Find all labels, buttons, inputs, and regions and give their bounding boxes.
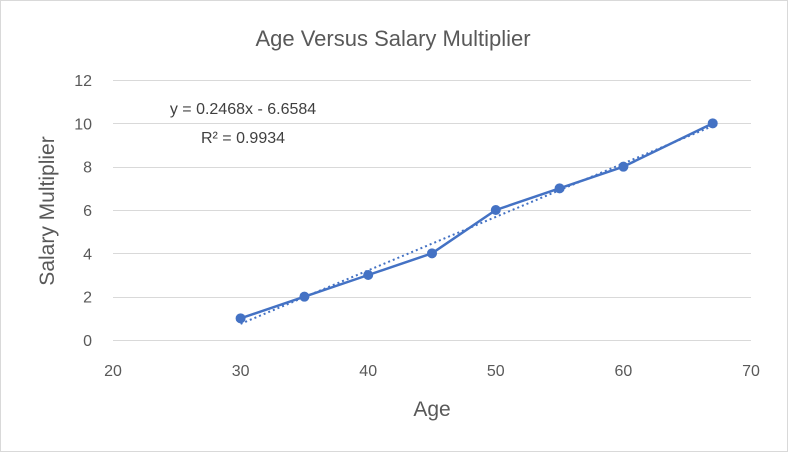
x-tick-labels: 20 30 40 50 60 70 [104,363,760,380]
x-tick-label: 70 [742,363,760,380]
y-axis-title: Salary Multiplier [36,136,59,285]
gridlines [113,80,751,341]
y-tick-label: 2 [83,290,92,307]
trendline-r2: R² = 0.9934 [201,130,285,147]
data-point [299,291,310,302]
y-tick-label: 10 [74,116,92,133]
data-point [618,161,629,172]
trendline-equation: y = 0.2468x - 6.6584 [170,101,316,118]
data-point [363,270,374,280]
y-tick-label: 4 [83,246,92,263]
series-line [240,122,714,320]
data-point [427,248,437,259]
y-tick-labels: 0 2 4 6 8 10 12 [74,73,92,350]
y-tick-label: 6 [83,203,92,220]
data-point [490,205,501,215]
y-tick-label: 0 [83,333,92,350]
x-tick-label: 20 [104,363,122,380]
x-tick-label: 40 [359,363,377,380]
x-tick-label: 60 [615,363,633,380]
y-tick-label: 12 [74,73,92,90]
chart-title: Age Versus Salary Multiplier [255,26,530,51]
data-point [707,118,718,129]
series-group [235,118,718,324]
data-point [235,313,246,324]
x-axis-title: Age [413,398,450,421]
x-tick-label: 30 [232,363,250,380]
x-tick-label: 50 [487,363,505,380]
y-tick-label: 8 [83,160,92,177]
data-point [554,183,565,194]
